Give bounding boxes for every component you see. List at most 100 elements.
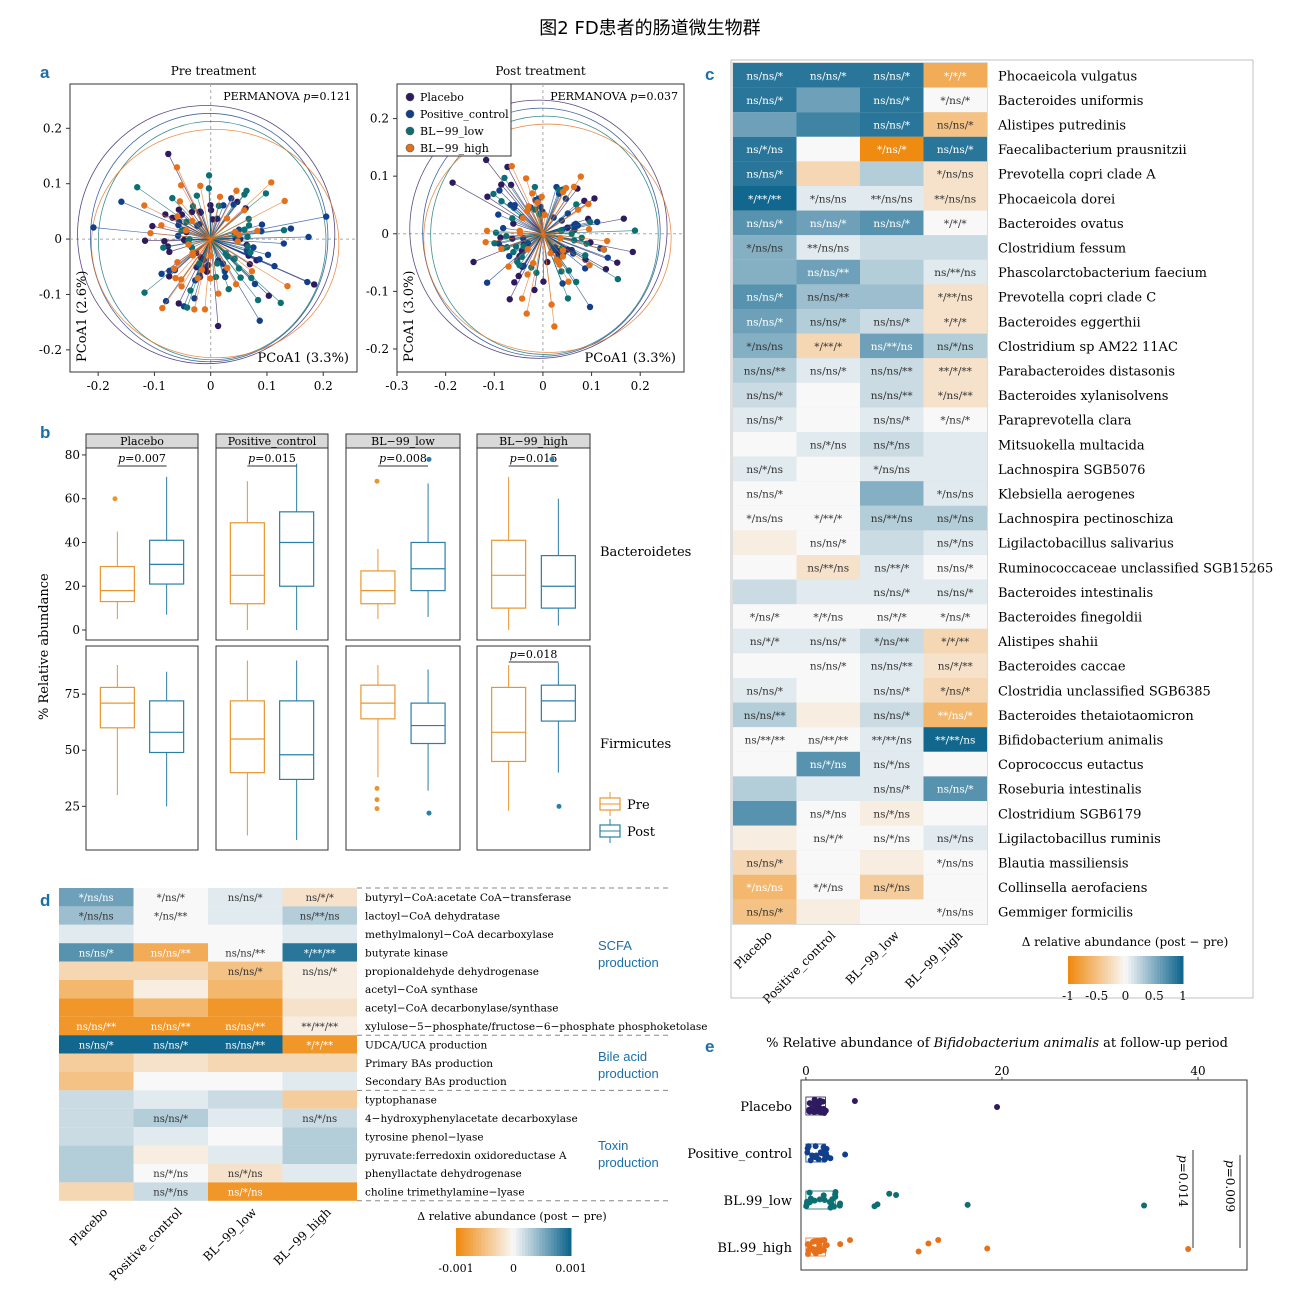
group-ellipse bbox=[409, 99, 668, 359]
sample-point bbox=[506, 296, 513, 303]
sig-label: */ns/ns bbox=[746, 341, 783, 353]
outlier-point bbox=[886, 1190, 893, 1197]
sig-label: **/ns/* bbox=[938, 710, 974, 722]
legend-gradient bbox=[1139, 956, 1144, 984]
spider-line bbox=[210, 238, 228, 268]
spider-line bbox=[542, 233, 608, 242]
taxon-label: Lachnospira SGB5076 bbox=[998, 463, 1145, 478]
group-label-line: Bile acid bbox=[598, 1049, 647, 1064]
sig-label: */ns/ns bbox=[810, 193, 847, 205]
heat-cell bbox=[133, 1164, 208, 1183]
sig-label: ns/ns/* bbox=[873, 415, 910, 427]
sample-point bbox=[173, 164, 181, 171]
sample-point bbox=[496, 187, 503, 194]
heat-cell bbox=[282, 1090, 357, 1109]
sample-point bbox=[178, 283, 185, 290]
p-symbol: p bbox=[379, 452, 386, 465]
heat-cell bbox=[282, 1145, 357, 1164]
heat-cell bbox=[923, 456, 987, 482]
x-tick-label: 0.2 bbox=[314, 379, 333, 393]
sig-label: ns/*/ns bbox=[810, 808, 847, 820]
spider-line bbox=[542, 228, 590, 235]
sample-point bbox=[207, 201, 214, 209]
x-tick-label: 40 bbox=[1190, 1064, 1205, 1078]
box bbox=[99, 686, 135, 729]
heat-cell bbox=[733, 136, 797, 162]
sig-label: **/**/** bbox=[301, 1022, 338, 1033]
group-label-line: production bbox=[598, 1066, 659, 1081]
legend-gradient bbox=[1114, 956, 1118, 984]
sample-point bbox=[265, 292, 273, 299]
heat-cell bbox=[733, 727, 797, 752]
plot-frame bbox=[69, 83, 358, 373]
sample-point bbox=[806, 1100, 813, 1107]
sample-point bbox=[207, 252, 214, 259]
sig-label: */ns/ns bbox=[937, 907, 974, 919]
taxon-label: Alistipes putredinis bbox=[997, 119, 1126, 134]
taxon-label: Ligilactobacillus ruminis bbox=[998, 832, 1161, 847]
taxon-label: Phascolarctobacterium faecium bbox=[998, 266, 1207, 281]
heat-cell bbox=[133, 1035, 208, 1054]
heat-cell bbox=[923, 850, 987, 875]
outlier-point bbox=[1141, 1202, 1148, 1209]
heat-cell bbox=[923, 186, 987, 211]
pathway-label: lactoyl−CoA dehydratase bbox=[365, 911, 500, 923]
spider-line bbox=[542, 209, 579, 235]
spider-line bbox=[210, 238, 241, 278]
sig-label: ns/*/ns bbox=[810, 439, 847, 451]
sample-point bbox=[182, 227, 190, 234]
spider-line bbox=[186, 230, 211, 240]
legend-gradient bbox=[536, 1228, 540, 1256]
sample-point bbox=[809, 1238, 816, 1245]
sample-point bbox=[572, 278, 580, 286]
sample-point bbox=[169, 194, 176, 202]
spider-line bbox=[181, 238, 211, 287]
sample-point bbox=[803, 1201, 810, 1208]
spider-line bbox=[506, 233, 543, 237]
sample-point bbox=[600, 246, 607, 253]
sample-point bbox=[823, 1145, 830, 1152]
sig-label: ns/ns/* bbox=[937, 587, 974, 599]
heat-cell bbox=[796, 407, 860, 432]
sig-label: ns/ns/* bbox=[810, 538, 847, 550]
legend-label: Placebo bbox=[420, 91, 464, 104]
p-value: =0.009 bbox=[1223, 1168, 1237, 1212]
spider-line bbox=[210, 239, 219, 294]
y-tick-label: 0 bbox=[54, 232, 62, 246]
heat-cell bbox=[796, 874, 860, 900]
legend-label: Post bbox=[627, 825, 656, 840]
spider-line bbox=[541, 196, 544, 234]
sample-point bbox=[141, 237, 149, 244]
column-label: BL−99_high bbox=[902, 928, 965, 991]
taxon-label: Lachnospira pectinoschiza bbox=[998, 512, 1174, 527]
spider-line bbox=[210, 218, 228, 240]
sig-label: ns/ns/* bbox=[810, 366, 847, 378]
box bbox=[279, 511, 315, 587]
legend-gradient bbox=[1151, 956, 1155, 984]
facet-frame bbox=[476, 645, 591, 851]
sample-point bbox=[507, 181, 515, 189]
heat-cell bbox=[733, 653, 797, 678]
heat-cell bbox=[923, 407, 987, 432]
box bbox=[149, 539, 185, 585]
sample-point bbox=[586, 218, 594, 226]
sig-label: ns/ns/* bbox=[746, 70, 783, 82]
legend-gradient bbox=[1073, 956, 1078, 984]
sig-label: ns/ns/** bbox=[871, 661, 914, 673]
legend-tick: -0.001 bbox=[438, 1262, 473, 1275]
sig-label: ns/ns/* bbox=[746, 415, 783, 427]
heat-cell bbox=[796, 825, 860, 851]
spider-line bbox=[191, 220, 211, 240]
sample-point bbox=[819, 1098, 826, 1105]
heat-cell bbox=[796, 161, 860, 186]
sample-point bbox=[256, 317, 263, 324]
group-label-line: SCFA bbox=[598, 938, 632, 953]
heat-cell bbox=[923, 702, 987, 728]
sig-label: ns/*/ns bbox=[873, 439, 910, 451]
plot-title: Pre treatment bbox=[171, 64, 257, 78]
sig-label: ns/ns/* bbox=[746, 858, 783, 870]
heat-cell bbox=[796, 899, 860, 924]
sample-point bbox=[174, 258, 181, 266]
legend-label: Pre bbox=[627, 798, 650, 813]
